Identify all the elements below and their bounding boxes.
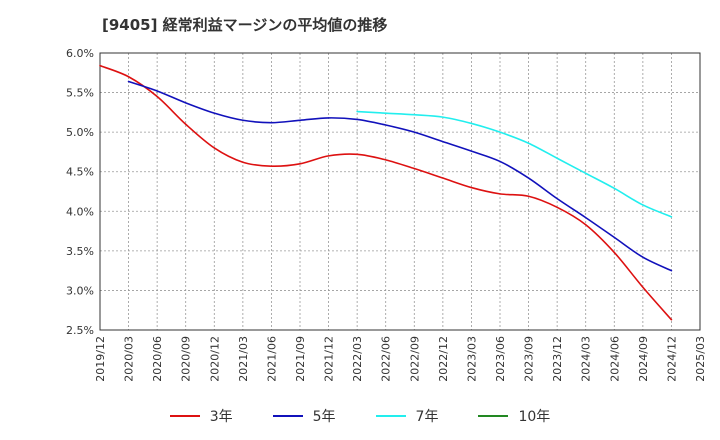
x-tick-label: 2019/12 bbox=[94, 336, 107, 382]
y-tick-label: 3.5% bbox=[66, 245, 94, 258]
x-tick-label: 2021/09 bbox=[294, 336, 307, 382]
legend-label: 5年 bbox=[312, 409, 336, 425]
legend-label: 7年 bbox=[415, 409, 439, 425]
x-tick-label: 2024/06 bbox=[608, 336, 621, 382]
x-tick-label: 2025/03 bbox=[694, 336, 707, 382]
y-tick-label: 4.5% bbox=[66, 166, 94, 179]
chart-title: [9405] 経常利益マージンの平均値の推移 bbox=[102, 16, 388, 34]
x-tick-label: 2020/12 bbox=[208, 336, 221, 382]
y-tick-label: 3.0% bbox=[66, 284, 94, 297]
legend-swatch bbox=[169, 415, 200, 417]
y-tick-label: 5.0% bbox=[66, 126, 94, 139]
y-tick-label: 5.5% bbox=[66, 87, 94, 100]
series-line-2 bbox=[127, 80, 673, 272]
x-tick-label: 2023/03 bbox=[465, 336, 478, 382]
x-tick-label: 2023/09 bbox=[523, 336, 536, 382]
x-tick-label: 2024/03 bbox=[580, 336, 593, 382]
legend-label: 3年 bbox=[209, 409, 233, 425]
legend-swatch bbox=[375, 415, 406, 417]
x-tick-label: 2023/06 bbox=[494, 336, 507, 382]
x-tick-label: 2020/03 bbox=[123, 336, 136, 382]
legend-item-3: 7年 bbox=[375, 406, 439, 426]
x-tick-label: 2021/03 bbox=[237, 336, 250, 382]
y-tick-label: 4.0% bbox=[66, 205, 94, 218]
legend-swatch bbox=[478, 415, 509, 417]
plot-area bbox=[100, 53, 700, 330]
legend-swatch bbox=[272, 415, 303, 417]
x-tick-label: 2023/12 bbox=[551, 336, 564, 382]
series-line-1 bbox=[99, 64, 673, 321]
legend-label: 10年 bbox=[518, 409, 551, 425]
legend-item-2: 5年 bbox=[272, 406, 336, 426]
x-tick-label: 2020/06 bbox=[151, 336, 164, 382]
x-tick-label: 2022/09 bbox=[408, 336, 421, 382]
x-tick-label: 2022/03 bbox=[351, 336, 364, 382]
y-tick-label: 2.5% bbox=[66, 324, 94, 337]
legend-item-4: 10年 bbox=[478, 406, 550, 426]
x-tick-label: 2021/12 bbox=[323, 336, 336, 382]
x-tick-label: 2022/06 bbox=[380, 336, 393, 382]
legend: 3年 5年 7年 10年 bbox=[0, 404, 720, 428]
series-line-3 bbox=[356, 110, 673, 218]
x-tick-label: 2020/09 bbox=[180, 336, 193, 382]
x-tick-label: 2024/09 bbox=[637, 336, 650, 382]
y-tick-label: 6.0% bbox=[66, 47, 94, 60]
x-tick-label: 2022/12 bbox=[437, 336, 450, 382]
plot-border bbox=[99, 52, 701, 331]
x-tick-label: 2024/12 bbox=[665, 336, 678, 382]
legend-item-1: 3年 bbox=[169, 406, 233, 426]
x-tick-label: 2021/06 bbox=[265, 336, 278, 382]
